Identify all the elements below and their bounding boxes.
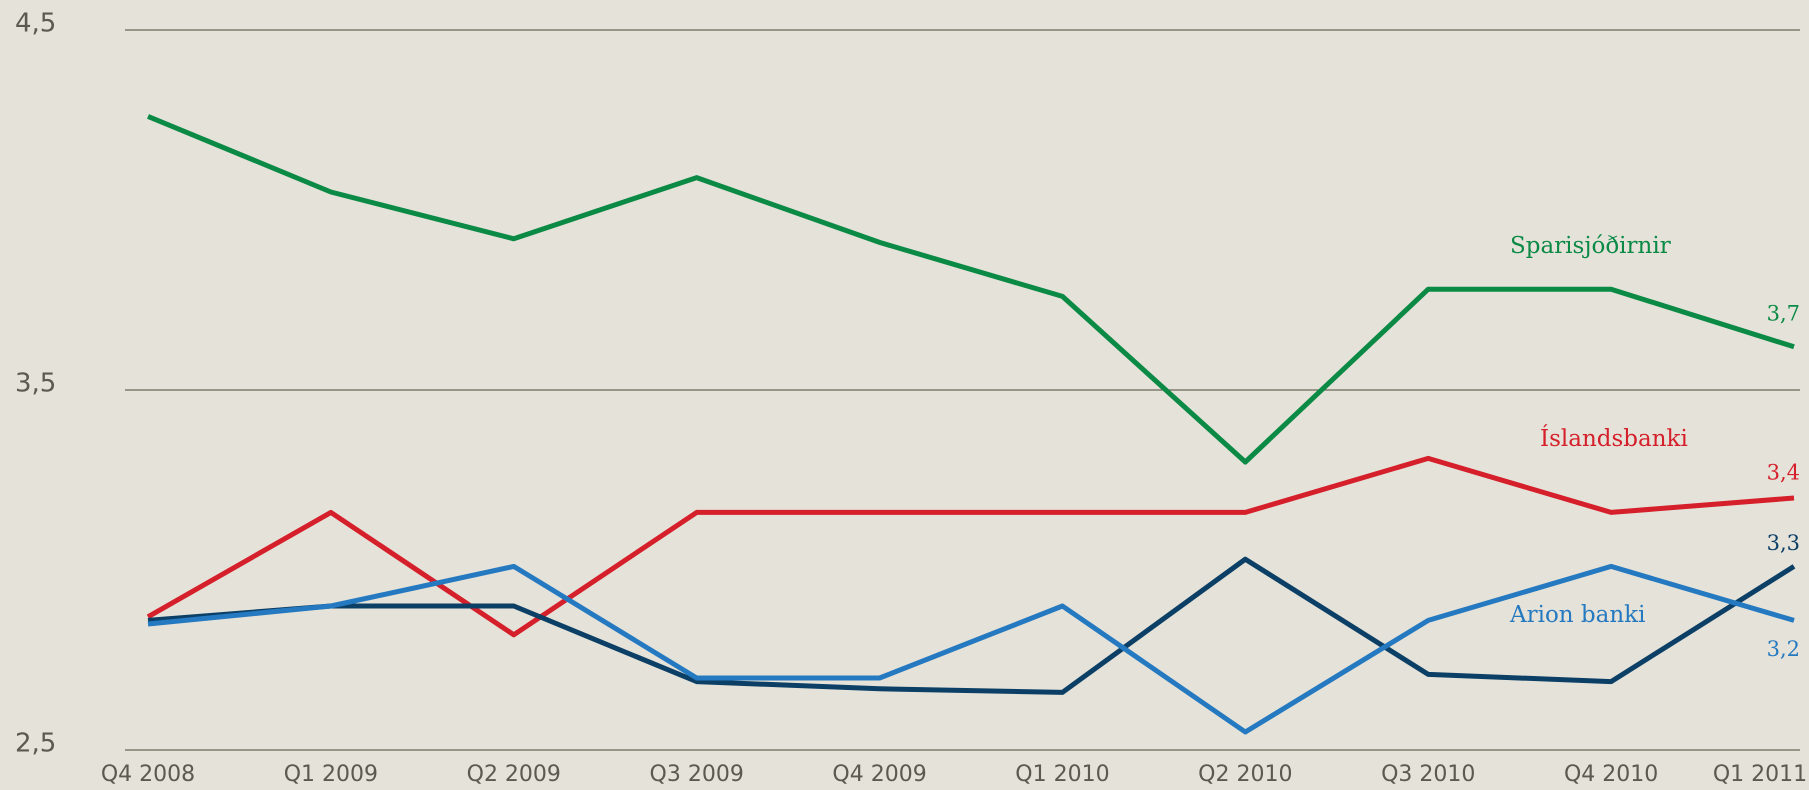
- series-name: Arion banki: [1509, 602, 1645, 628]
- x-tick-label: Q2 2009: [467, 762, 561, 787]
- end-label: 3,4: [1767, 461, 1800, 485]
- y-tick-label: 3,5: [15, 369, 56, 399]
- series-line: [146, 455, 1795, 638]
- series-name: Sparisjóðirnir: [1510, 233, 1671, 259]
- x-tick-label: Q2 2010: [1198, 762, 1292, 787]
- x-tick-label: Q3 2009: [650, 762, 744, 787]
- x-tick-label: Q1 2011: [1713, 762, 1807, 787]
- y-tick-label: 2,5: [15, 729, 56, 759]
- x-tick-label: Q4 2009: [832, 762, 926, 787]
- series-line: [147, 114, 1795, 465]
- end-label: 3,3: [1767, 531, 1800, 555]
- series-line: [147, 563, 1795, 735]
- x-tick-label: Q1 2010: [1015, 762, 1109, 787]
- series-line: [147, 556, 1796, 695]
- x-tick-label: Q1 2009: [284, 762, 378, 787]
- y-tick-label: 4,5: [15, 9, 56, 39]
- end-label: 3,2: [1767, 637, 1800, 661]
- series-name: Íslandsbanki: [1540, 425, 1688, 452]
- x-tick-label: Q3 2010: [1381, 762, 1475, 787]
- x-tick-label: Q4 2010: [1564, 762, 1658, 787]
- x-tick-label: Q4 2008: [101, 762, 195, 787]
- end-label: 3,7: [1767, 301, 1800, 325]
